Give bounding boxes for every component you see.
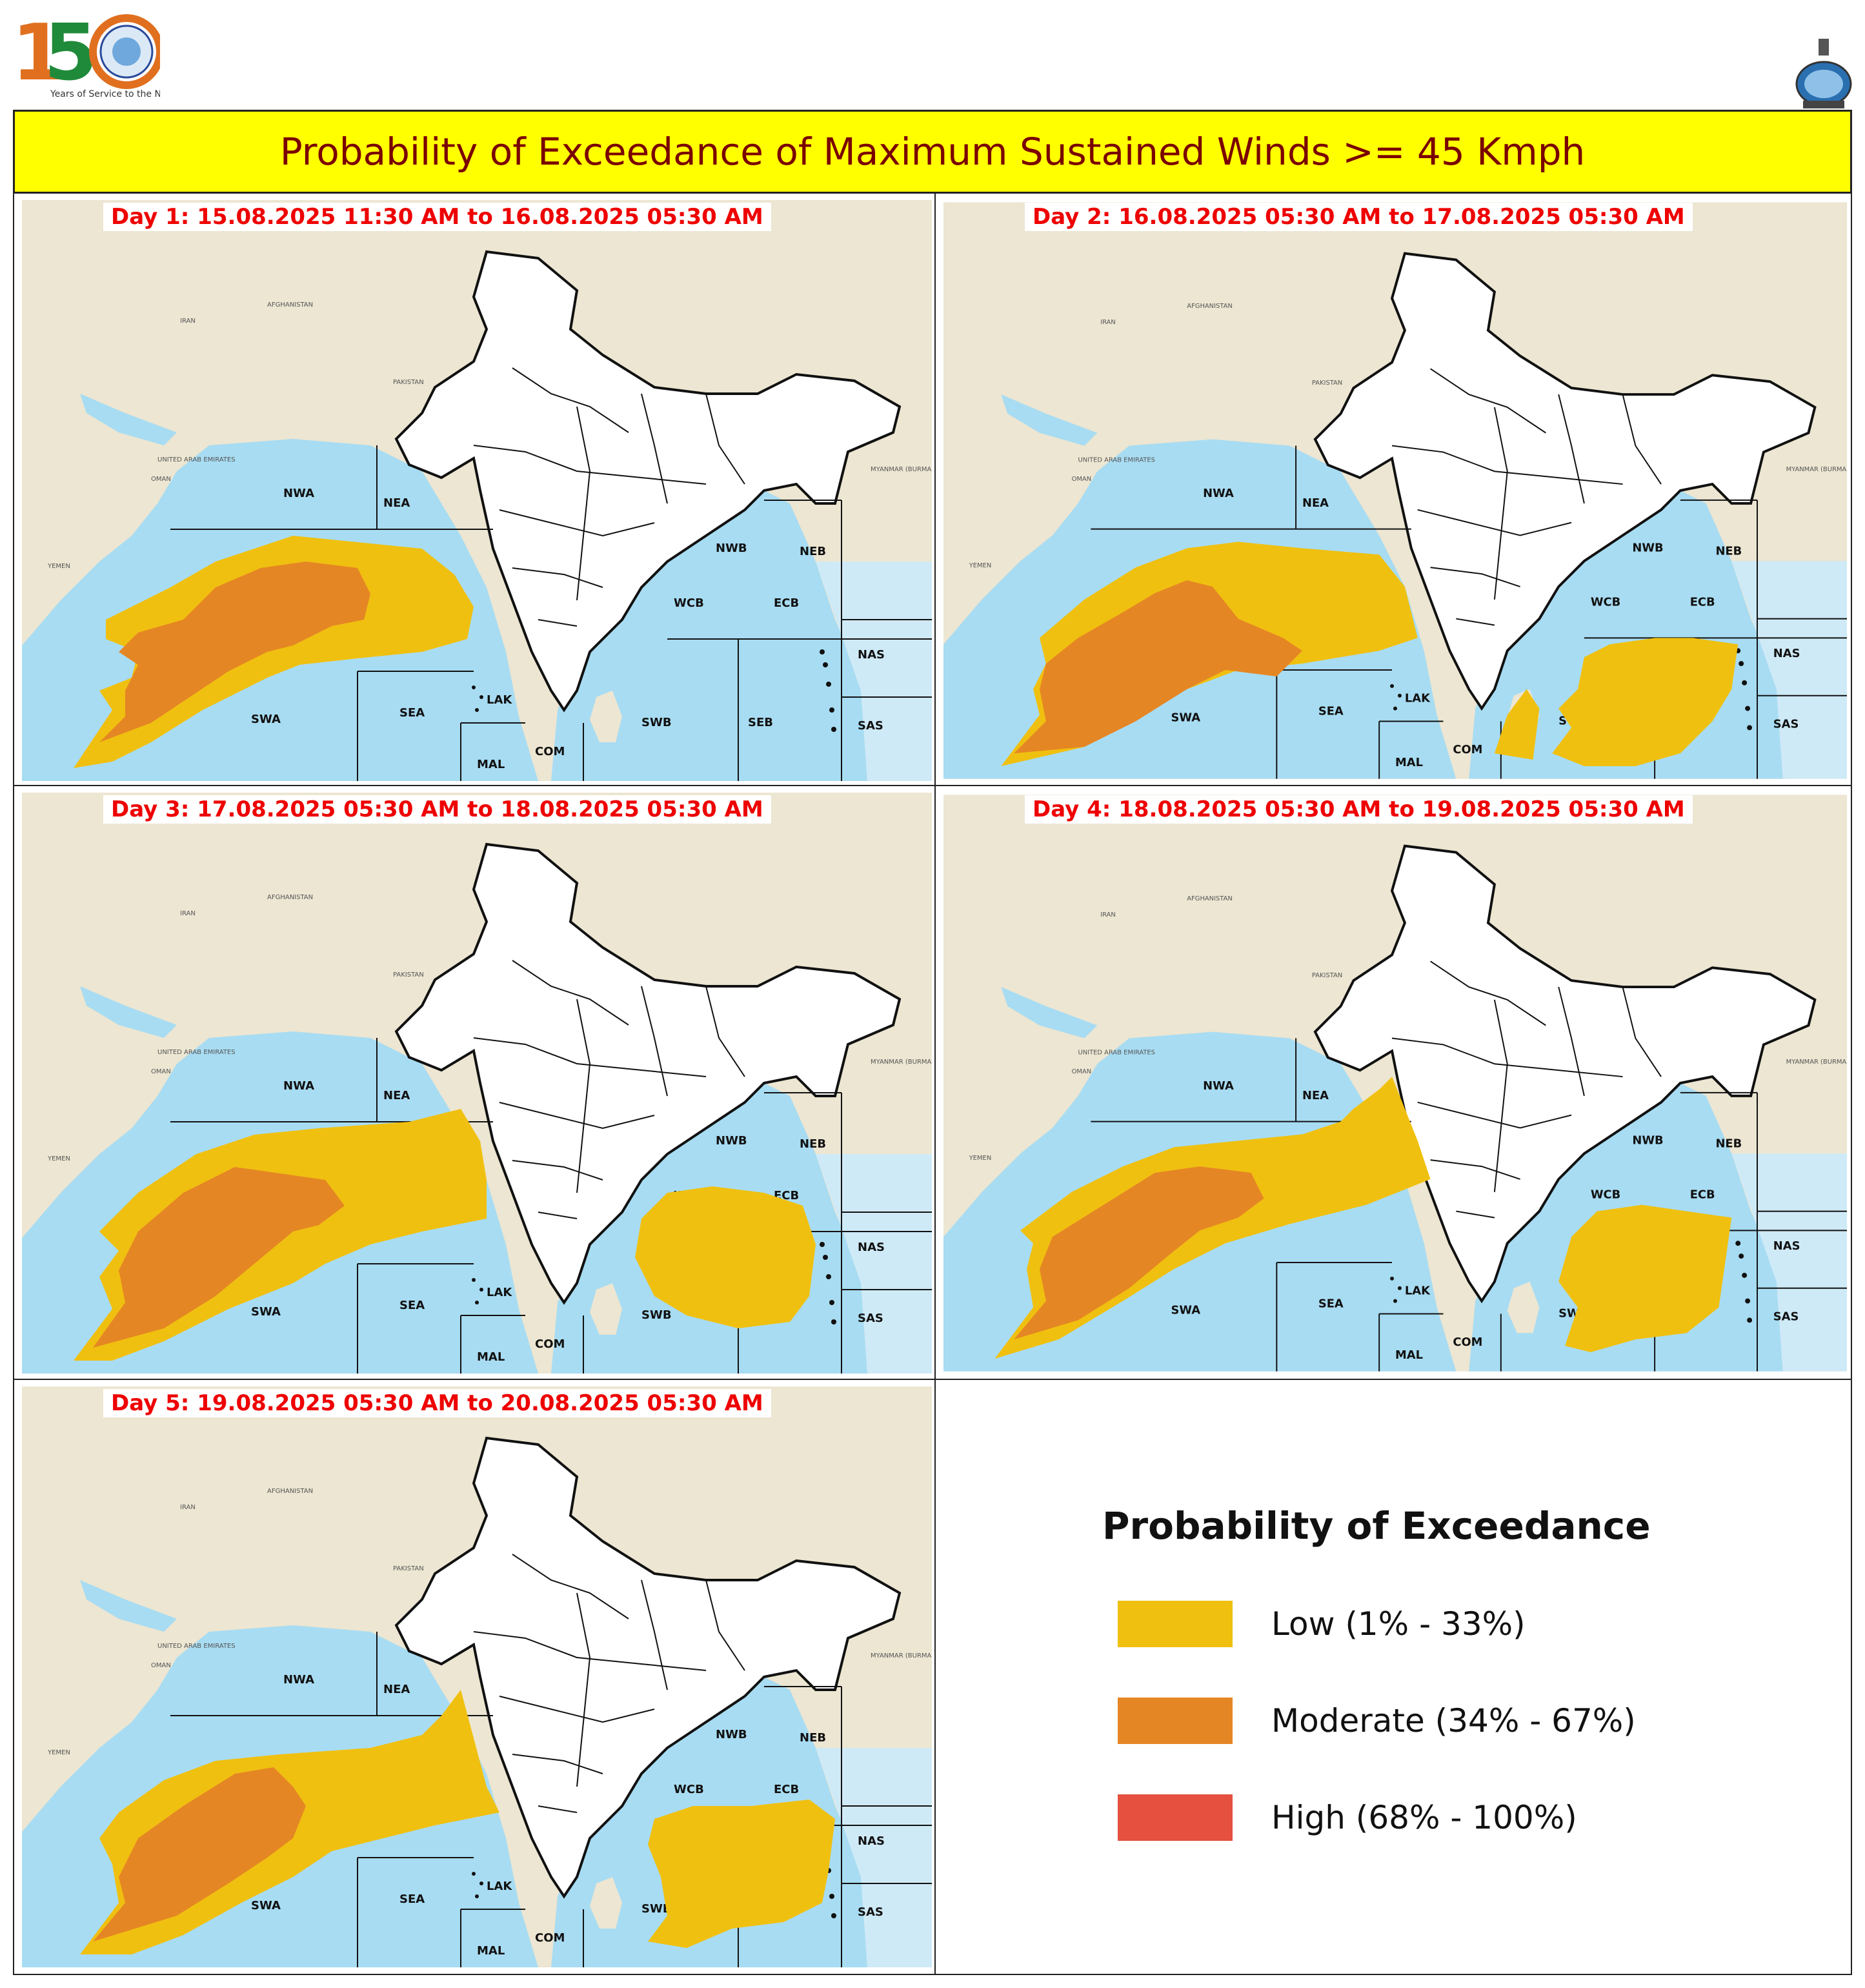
- legend-title: Probability of Exceedance: [1102, 1504, 1651, 1548]
- legend-swatch-moderate: [1118, 1698, 1233, 1744]
- day-label: Day 5: 19.08.2025 05:30 AM to 20.08.2025…: [103, 1389, 771, 1417]
- moderate-area-arabian-day-3: [93, 1167, 345, 1348]
- legend-item-moderate: Moderate (34% - 67%): [1118, 1698, 1636, 1744]
- legend-panel: [934, 1379, 1852, 1975]
- day-label: Day 2: 16.08.2025 05:30 AM to 17.08.2025…: [1025, 203, 1693, 231]
- svg-text:1: 1: [12, 12, 66, 98]
- legend-label-high: High (68% - 100%): [1271, 1799, 1577, 1836]
- panel-day-5: Day 5: 19.08.2025 05:30 AM to 20.08.2025…: [13, 1379, 936, 1975]
- low-area-bay-day-4: [1558, 1204, 1732, 1353]
- svg-text:5: 5: [44, 12, 98, 98]
- legend-label-low: Low (1% - 33%): [1271, 1605, 1526, 1643]
- imd-emblem-icon: [1795, 39, 1852, 108]
- legend-swatch-low: [1118, 1601, 1233, 1647]
- panel-day-4: Day 4: 18.08.2025 05:30 AM to 19.08.2025…: [934, 785, 1852, 1380]
- moderate-area-arabian-day-2: [1014, 580, 1303, 754]
- legend-label-moderate: Moderate (34% - 67%): [1271, 1702, 1636, 1740]
- map-day-1: [22, 200, 932, 781]
- day-label: Day 4: 18.08.2025 05:30 AM to 19.08.2025…: [1025, 795, 1693, 824]
- imd-150-years-logo: 1 5 Years of Service to the Nation: [12, 12, 160, 99]
- svg-text:Years of Service to the Nation: Years of Service to the Nation: [50, 89, 160, 99]
- low-area-arabian-day-1: [74, 536, 474, 768]
- legend-item-low: Low (1% - 33%): [1118, 1601, 1526, 1647]
- page-title: Probability of Exceedance of Maximum Sus…: [279, 130, 1586, 174]
- title-bar: Probability of Exceedance of Maximum Sus…: [13, 110, 1852, 194]
- low-area-bay-day-5: [648, 1800, 835, 1948]
- map-day-3: [22, 793, 932, 1374]
- legend-item-high: High (68% - 100%): [1118, 1794, 1577, 1841]
- panel-day-1: Day 1: 15.08.2025 11:30 AM to 16.08.2025…: [13, 192, 936, 786]
- low-area-bay-day-2: [1494, 638, 1739, 766]
- panel-day-3: Day 3: 17.08.2025 05:30 AM to 18.08.2025…: [13, 785, 936, 1380]
- map-day-4: [943, 793, 1847, 1374]
- day-label: Day 1: 15.08.2025 11:30 AM to 16.08.2025…: [103, 203, 771, 231]
- low-area-bay-day-3: [635, 1186, 816, 1328]
- legend-swatch-high: [1118, 1794, 1233, 1841]
- moderate-area-arabian-day-4: [1014, 1166, 1264, 1340]
- map-day-2: [943, 200, 1847, 781]
- panel-day-2: Day 2: 16.08.2025 05:30 AM to 17.08.2025…: [934, 192, 1852, 786]
- moderate-area-arabian-day-5: [93, 1767, 306, 1942]
- map-day-5: [22, 1386, 932, 1967]
- moderate-area-arabian-day-1: [99, 562, 370, 742]
- day-label: Day 3: 17.08.2025 05:30 AM to 18.08.2025…: [103, 795, 771, 824]
